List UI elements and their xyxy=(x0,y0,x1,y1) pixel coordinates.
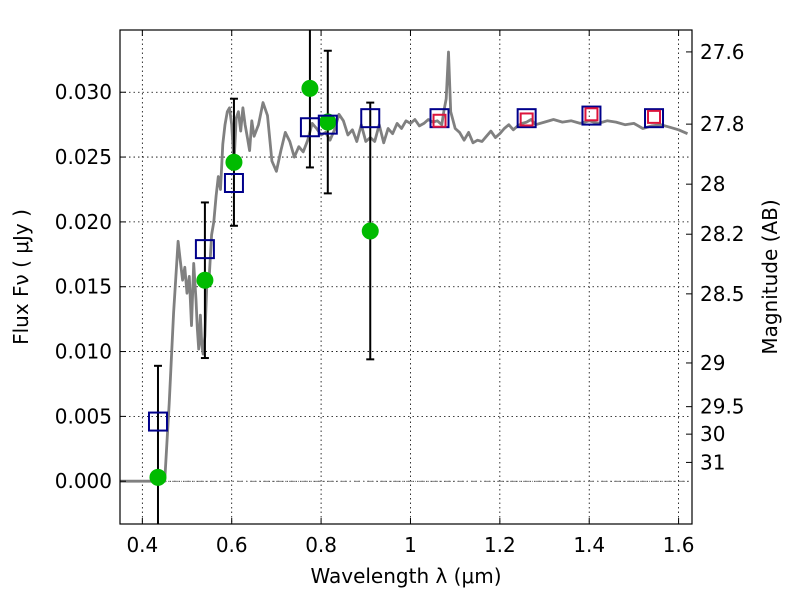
red-model-square xyxy=(432,113,447,128)
marker-layer xyxy=(147,30,665,524)
x-tick-label: 0.6 xyxy=(216,533,248,557)
observed-flux-point xyxy=(225,153,243,171)
red-model-square xyxy=(584,107,599,122)
x-tick-label: 1.4 xyxy=(573,533,605,557)
observed-flux-point xyxy=(361,222,379,240)
blue-model-square xyxy=(644,108,665,129)
x-tick-labels: 0.4 0.6 0.8 1 1.2 1.4 1.6 xyxy=(126,533,694,557)
blue-model-square xyxy=(223,172,244,193)
blue-model-square xyxy=(317,114,338,135)
x-axis-label: Wavelength λ (μm) xyxy=(310,564,501,588)
y-tick-label: 0.015 xyxy=(55,275,112,299)
right-tick-label: 28.5 xyxy=(700,282,745,306)
right-tick-label: 29.5 xyxy=(700,395,745,419)
x-tick-label: 1 xyxy=(404,533,417,557)
blue-model-square xyxy=(194,239,215,260)
plot-frame xyxy=(119,29,693,525)
right-tick-label: 29 xyxy=(700,351,725,375)
x-tick-label: 1.6 xyxy=(663,533,695,557)
right-tick-labels: 27.6 27.8 28 28.2 28.5 29 29.5 30 31 xyxy=(700,40,745,474)
y-tick-label: 0.020 xyxy=(55,210,112,234)
right-tick-label: 27.6 xyxy=(700,40,745,64)
tick-marks xyxy=(120,30,692,524)
right-axis-label: Magnitude (AB) xyxy=(758,199,782,354)
blue-model-square xyxy=(147,411,168,432)
y-tick-label: 0.005 xyxy=(55,404,112,428)
observed-flux-point xyxy=(149,468,167,486)
observed-flux-point xyxy=(196,271,214,289)
red-model-square xyxy=(647,109,662,124)
red-model-square xyxy=(519,112,534,127)
x-tick-label: 0.8 xyxy=(305,533,337,557)
y-tick-label: 0.000 xyxy=(55,469,112,493)
y-tick-label: 0.030 xyxy=(55,80,112,104)
y-axis-label: Flux Fν ( μJy ) xyxy=(9,209,33,345)
right-tick-label: 30 xyxy=(700,422,725,446)
x-tick-label: 1.2 xyxy=(484,533,516,557)
blue-model-square xyxy=(581,105,602,126)
y-tick-label: 0.010 xyxy=(55,340,112,364)
right-tick-label: 27.8 xyxy=(700,112,745,136)
right-tick-label: 28 xyxy=(700,172,725,196)
blue-model-square xyxy=(360,108,381,129)
y-tick-labels: 0.000 0.005 0.010 0.015 0.020 0.025 0.030 xyxy=(55,80,112,493)
observed-flux-point xyxy=(301,79,319,97)
y-tick-label: 0.025 xyxy=(55,145,112,169)
blue-model-square xyxy=(516,108,537,129)
right-tick-label: 31 xyxy=(700,450,725,474)
right-tick-label: 28.2 xyxy=(700,222,745,246)
x-tick-label: 0.4 xyxy=(126,533,158,557)
